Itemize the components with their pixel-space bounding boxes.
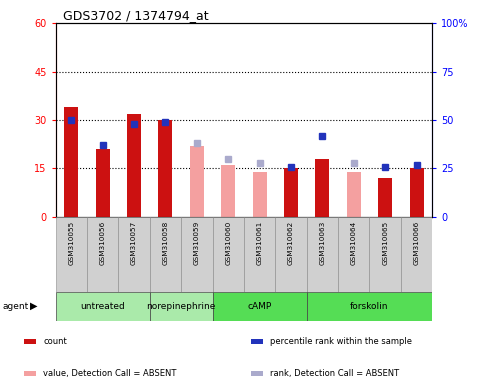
Bar (410, 169, 424, 217)
Bar (401, 217, 432, 292)
Bar (158, 120, 172, 217)
Bar (87, 217, 118, 292)
Bar (56, 292, 150, 321)
Bar (347, 172, 361, 217)
Bar (96, 149, 110, 217)
Bar (251, 339, 263, 344)
Bar (127, 114, 141, 217)
Text: GSM310059: GSM310059 (194, 221, 200, 265)
Text: GSM310060: GSM310060 (225, 221, 231, 265)
Bar (64, 107, 78, 217)
Bar (213, 217, 244, 292)
Bar (213, 292, 307, 321)
Bar (307, 217, 338, 292)
Text: forskolin: forskolin (350, 302, 389, 311)
Bar (369, 217, 401, 292)
Text: value, Detection Call = ABSENT: value, Detection Call = ABSENT (43, 369, 177, 378)
Bar (275, 217, 307, 292)
Text: agent: agent (2, 302, 28, 311)
Text: cAMP: cAMP (247, 302, 272, 311)
Text: GSM310064: GSM310064 (351, 221, 357, 265)
Text: GSM310065: GSM310065 (382, 221, 388, 265)
Text: ▶: ▶ (30, 301, 38, 311)
Text: count: count (43, 337, 67, 346)
Bar (24, 371, 36, 376)
Text: percentile rank within the sample: percentile rank within the sample (270, 337, 412, 346)
Text: untreated: untreated (80, 302, 125, 311)
Bar (253, 172, 267, 217)
Bar (307, 292, 432, 321)
Text: norepinephrine: norepinephrine (146, 302, 216, 311)
Text: GSM310062: GSM310062 (288, 221, 294, 265)
Bar (150, 292, 213, 321)
Text: GSM310058: GSM310058 (162, 221, 169, 265)
Bar (118, 217, 150, 292)
Bar (24, 339, 36, 344)
Bar (181, 217, 213, 292)
Text: GSM310055: GSM310055 (68, 221, 74, 265)
Bar (315, 159, 329, 217)
Text: GSM310063: GSM310063 (319, 221, 326, 265)
Bar (221, 165, 235, 217)
Bar (190, 146, 204, 217)
Bar (244, 217, 275, 292)
Bar (284, 169, 298, 217)
Text: rank, Detection Call = ABSENT: rank, Detection Call = ABSENT (270, 369, 399, 378)
Text: GDS3702 / 1374794_at: GDS3702 / 1374794_at (63, 9, 209, 22)
Bar (378, 178, 392, 217)
Bar (150, 217, 181, 292)
Bar (56, 217, 87, 292)
Bar (251, 371, 263, 376)
Text: GSM310066: GSM310066 (413, 221, 420, 265)
Bar (338, 217, 369, 292)
Text: GSM310056: GSM310056 (99, 221, 106, 265)
Text: GSM310057: GSM310057 (131, 221, 137, 265)
Text: GSM310061: GSM310061 (256, 221, 263, 265)
